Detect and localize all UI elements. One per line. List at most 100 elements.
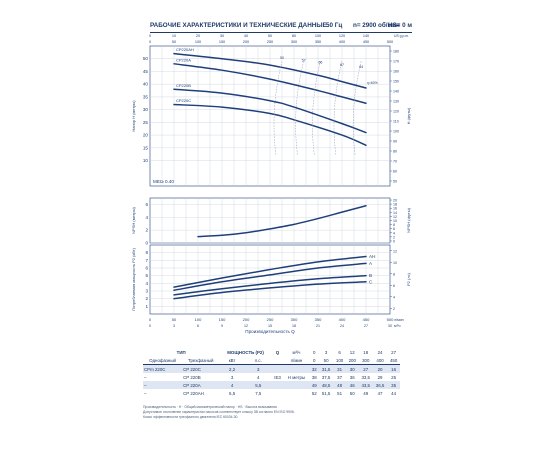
q-lmin-cell: 400 — [372, 356, 388, 365]
note-line: Класс эффективности трехфазного двигател… — [143, 415, 239, 419]
power-y-tick-label: 2 — [145, 296, 148, 301]
head-series-label: CP220A — [176, 57, 191, 62]
npsh-y-tick-label: 0 — [145, 241, 148, 246]
power-x-unit-label: л/мин — [394, 318, 404, 322]
kw-header: кВт — [219, 356, 245, 365]
npsh-y-right-axis-label: NPSH (футы) — [406, 207, 411, 233]
q-lmin-cell: 300 — [358, 356, 373, 365]
single-phase-model: – — [144, 374, 147, 380]
npsh-y-right-tick-label: 16 — [393, 207, 397, 211]
power-y-right-tick-label: 12 — [393, 249, 397, 253]
power-x2-tick-label: 27 — [364, 324, 368, 328]
power-y-right-axis-label: P2 (лс) — [406, 272, 411, 286]
head-top-lmin-tick-label: 500 — [387, 40, 393, 44]
head-value: 30 — [345, 364, 359, 373]
power-series-line — [173, 262, 367, 291]
head-value: 46 — [345, 381, 359, 389]
power-y-right-tick-label: 6 — [393, 284, 395, 288]
q-unit-m3h: м³/ч — [292, 349, 301, 355]
head-top-lmin-tick-label: 400 — [339, 40, 345, 44]
head-value: 49 — [363, 390, 369, 396]
table-subheader-row: Однофазный Трехфазный кВт л.с. л/мин 0 5… — [143, 356, 400, 365]
head-y-tick-label: 40 — [143, 82, 149, 87]
q-m3h-cell: 3 — [324, 349, 328, 355]
table-row: – CP 220B 3 4 IE3 H метры 38 37,5 37 36 … — [143, 373, 400, 381]
head-value: 48,5 — [318, 381, 334, 389]
q-unit-lmin: л/мин — [283, 356, 310, 365]
power-x-tick-label: 0 — [149, 317, 152, 322]
q-m3h-cell: 24 — [377, 349, 383, 355]
npsh-y-right-tick-label: 14 — [393, 211, 397, 215]
chart-header: РАБОЧИЕ ХАРАКТЕРИСТИКИ И ТЕХНИЧЕСКИЕ ДАН… — [150, 22, 412, 36]
head-top-lmin-tick-label: 250 — [267, 40, 273, 44]
q-lmin-cell: 200 — [345, 356, 359, 365]
head-value: 29 — [377, 374, 383, 380]
head-value: 16 — [387, 364, 400, 373]
power-x2-tick-label: 24 — [340, 324, 344, 328]
head-top-unit-label: US g.p.m. — [394, 34, 409, 38]
head-series-label: CP220C — [176, 98, 191, 103]
power-x2-tick-label: 12 — [244, 324, 248, 328]
power-series-label: A — [369, 261, 373, 266]
power-x2-unit-label: м³/ч — [394, 324, 401, 328]
head-value: 44 — [391, 390, 397, 396]
head-value: 50 — [349, 390, 355, 396]
head-top-tick-label: 20 — [196, 34, 200, 38]
power-kw: 4 — [219, 381, 245, 389]
head-y-right-tick-label: 50 — [393, 180, 397, 184]
note-line: Производительность · H · Общий манометри… — [143, 405, 277, 409]
npsh-y-right-tick-label: 4 — [393, 231, 395, 235]
npsh-y-right-tick-label: 18 — [393, 203, 397, 207]
head-top-tick-label: 50 — [268, 34, 272, 38]
head-top-lmin-tick-label: 350 — [315, 40, 321, 44]
head-value: 51 — [337, 390, 343, 396]
head-value: 36 — [349, 374, 355, 380]
head-top-lmin-tick-label: 0 — [149, 40, 151, 44]
power-x2-tick-label: 18 — [292, 324, 296, 328]
power-y-tick-label: 1 — [145, 304, 148, 309]
power-hp: 7,5 — [255, 390, 262, 396]
power-x2-tick-label: 3 — [173, 324, 175, 328]
head-value: 25 — [391, 374, 397, 380]
power-x-tick-label: 250 — [267, 317, 274, 322]
power-hp: 4 — [257, 374, 260, 380]
head-value: 52 — [311, 390, 317, 396]
single-phase-model: – — [143, 381, 183, 389]
q-lmin-cell: 0 — [309, 356, 319, 365]
head-y-axis-label: Напор H (метры) — [131, 100, 136, 132]
three-phase-model: CP 220B — [183, 374, 201, 380]
power-y-right-tick-label: 4 — [393, 295, 395, 299]
head-value: 36,5 — [372, 381, 388, 389]
single-phase-model: CPm 220C — [143, 364, 183, 373]
npsh-series-line — [197, 204, 367, 238]
npsh-y-right-tick-label: 6 — [393, 227, 395, 231]
q-label: Q — [275, 349, 280, 355]
power-kw: 3 — [230, 374, 234, 380]
head-y-right-tick-label: 110 — [393, 120, 399, 124]
head-y-right-tick-label: 120 — [393, 110, 399, 114]
head-top-tick-label: 10 — [172, 34, 176, 38]
power-y-tick-label: 7 — [145, 258, 148, 263]
q-lmin-cell: 100 — [333, 356, 346, 365]
power-kw: 5,5 — [229, 390, 236, 396]
npsh-y-axis-label: NPSH (метры) — [131, 207, 136, 234]
three-phase-model: CP 220AH — [183, 390, 204, 396]
head-top-tick-label: 0 — [149, 34, 151, 38]
power-x2-tick-label: 21 — [316, 324, 320, 328]
efficiency-label: 66 — [318, 61, 322, 65]
head-y-tick-label: 25 — [143, 120, 149, 125]
npsh-y-right-tick-label: 10 — [393, 219, 397, 223]
head-value: 47 — [377, 390, 383, 396]
head-y-right-tick-label: 70 — [393, 160, 397, 164]
head-y-tick-label: 20 — [143, 133, 149, 138]
head-y-right-tick-label: 100 — [393, 130, 399, 134]
head-y-tick-label: 45 — [143, 69, 149, 74]
head-value: 31 — [333, 364, 346, 373]
power-x2-tick-label: 6 — [197, 324, 199, 328]
table-notes: Производительность · H · Общий манометри… — [143, 405, 403, 420]
power-x2-tick-label: 15 — [268, 324, 272, 328]
power-kw: 2,2 — [219, 364, 245, 373]
head-series-line — [173, 103, 367, 147]
head-y-tick-label: 15 — [143, 145, 149, 150]
technical-data-table: ТИП МОЩНОСТЬ (P2) Q м³/ч 0 3 6 12 18 24 … — [143, 348, 400, 397]
